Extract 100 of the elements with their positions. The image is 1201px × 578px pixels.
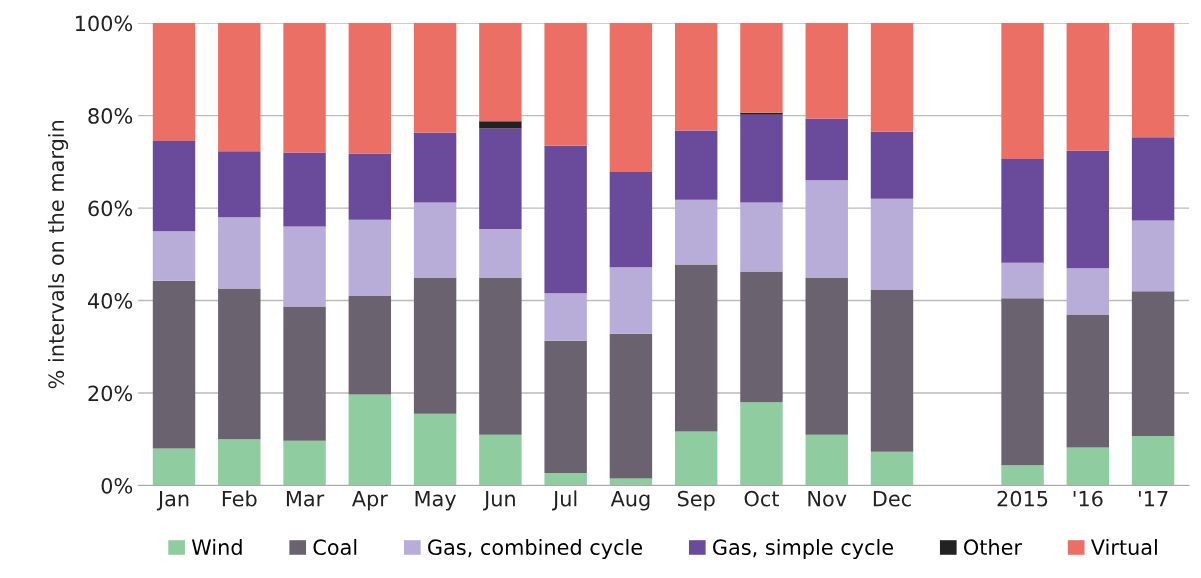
bar xyxy=(283,152,326,227)
x-tick-label: Oct xyxy=(744,490,779,507)
bar xyxy=(152,280,196,449)
bar xyxy=(479,23,522,122)
bar xyxy=(283,306,326,441)
bar xyxy=(674,264,718,432)
x-tick-label: Sep xyxy=(677,490,715,511)
bar xyxy=(479,277,522,435)
x-tick-label: Mar xyxy=(286,491,325,507)
bar xyxy=(740,402,783,486)
bar xyxy=(609,23,653,173)
bar xyxy=(348,219,392,296)
bar xyxy=(283,23,326,153)
bar xyxy=(674,199,718,265)
bar xyxy=(479,434,522,486)
y-tick-label: 80% xyxy=(88,108,133,124)
bar xyxy=(544,340,587,474)
bar xyxy=(218,23,261,152)
bar xyxy=(413,202,457,278)
bar xyxy=(870,131,914,199)
bar xyxy=(218,439,261,486)
bar xyxy=(674,23,718,131)
legend-label: Coal xyxy=(313,538,357,556)
y-tick-label: 100% xyxy=(75,15,133,32)
bar xyxy=(1131,137,1175,221)
y-tick-label: 20% xyxy=(88,385,133,402)
x-tick-label: '17 xyxy=(1138,491,1168,507)
bar xyxy=(674,130,718,200)
legend-label: Other xyxy=(964,538,1023,556)
legend-label: Gas, combined cycle xyxy=(428,538,643,560)
x-tick-label: Dec xyxy=(873,491,911,507)
legend-label: Wind xyxy=(191,538,242,556)
x-tick-label: 2015 xyxy=(997,490,1048,507)
bar xyxy=(870,289,914,452)
bar xyxy=(805,118,848,181)
x-tick-label: Apr xyxy=(351,491,388,511)
y-tick-label: 60% xyxy=(88,200,133,217)
legend-label: Virtual xyxy=(1090,538,1157,556)
bar xyxy=(609,267,653,334)
bar xyxy=(152,141,196,232)
bar xyxy=(1001,298,1044,466)
y-tick-label: 0% xyxy=(101,477,133,494)
x-tick-label: Aug xyxy=(610,491,650,511)
bar xyxy=(674,431,718,486)
bar xyxy=(348,295,392,395)
bar xyxy=(1131,436,1175,486)
bar xyxy=(1001,262,1044,299)
bar xyxy=(218,217,261,289)
bar xyxy=(805,277,848,435)
bar xyxy=(1001,465,1044,486)
bar xyxy=(1131,23,1175,138)
x-tick-label: Jul xyxy=(552,490,577,511)
x-tick-label: May xyxy=(415,491,457,511)
bar xyxy=(805,434,848,486)
bar xyxy=(152,23,196,142)
bar xyxy=(609,333,653,479)
y-axis-title: % intervals on the margin xyxy=(47,120,69,389)
bar xyxy=(1131,220,1175,292)
bar xyxy=(544,145,587,294)
bar xyxy=(218,151,261,218)
bar xyxy=(413,132,457,203)
bar xyxy=(740,114,783,203)
bar xyxy=(479,121,522,129)
bar xyxy=(1066,23,1110,151)
bar xyxy=(870,23,914,132)
bar xyxy=(1066,314,1110,448)
bar xyxy=(870,198,914,290)
bar xyxy=(152,231,196,281)
bar xyxy=(1066,150,1110,269)
bar xyxy=(348,153,392,220)
x-tick-label: Nov xyxy=(808,491,847,507)
bar xyxy=(348,394,392,486)
bar xyxy=(1066,268,1110,315)
bar xyxy=(413,413,457,486)
bar xyxy=(283,440,326,486)
x-tick-label: '16 xyxy=(1073,490,1103,507)
bar xyxy=(740,202,783,272)
bar xyxy=(1001,23,1044,160)
bar xyxy=(152,448,196,486)
bar xyxy=(544,293,587,341)
bar xyxy=(348,23,392,154)
bar xyxy=(479,228,522,278)
x-tick-label: Jan xyxy=(156,491,189,511)
bar xyxy=(1001,159,1044,263)
bar xyxy=(283,226,326,307)
bar xyxy=(609,172,653,268)
bar xyxy=(1066,447,1110,486)
bar xyxy=(413,23,457,133)
bar xyxy=(413,277,457,414)
bar xyxy=(870,451,914,486)
y-tick-label: 40% xyxy=(87,293,133,309)
bar xyxy=(740,23,783,113)
legend-label: Gas, simple cycle xyxy=(713,538,894,560)
bar xyxy=(479,128,522,229)
bar xyxy=(544,473,587,486)
x-tick-label: Feb xyxy=(222,490,257,507)
bar xyxy=(218,288,261,440)
bar xyxy=(805,180,848,278)
bar xyxy=(805,23,848,119)
bar xyxy=(740,271,783,403)
